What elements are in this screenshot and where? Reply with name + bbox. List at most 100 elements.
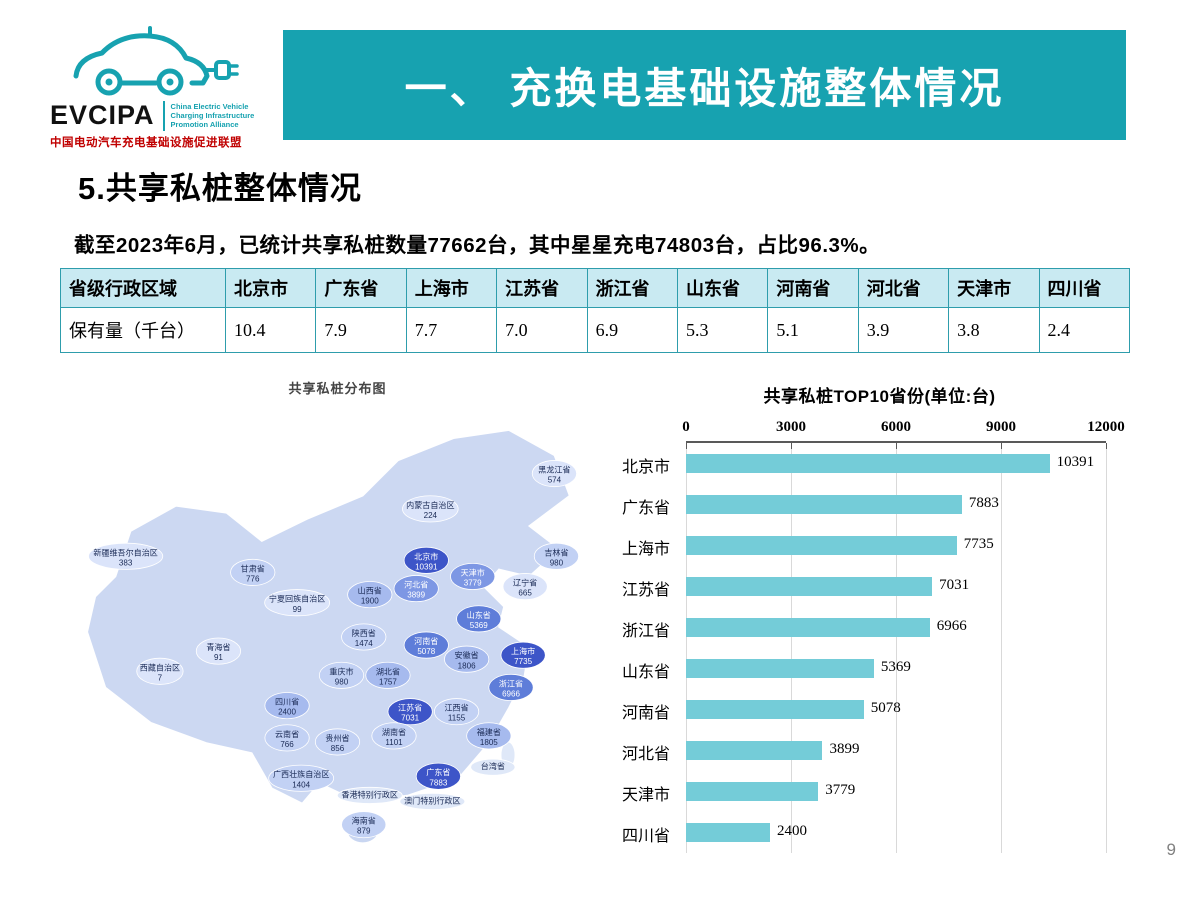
chart-axis-line — [686, 441, 1106, 443]
svg-text:安徽省: 安徽省 — [455, 650, 479, 660]
bar-row: 天津市 3779 — [622, 771, 1106, 812]
bar-value-label: 7031 — [939, 577, 970, 593]
chart-plot-area: 北京市 10391 广东省 7883 上海市 7735 江苏省 7031 浙江省 6966 山东省 5… — [622, 443, 1107, 853]
svg-text:665: 665 — [518, 589, 532, 598]
svg-text:内蒙古自治区: 内蒙古自治区 — [406, 500, 454, 510]
gridline — [1001, 443, 1002, 853]
svg-text:91: 91 — [214, 653, 223, 662]
section-heading: 5.共享私桩整体情况 — [78, 171, 362, 206]
map-province-label: 天津市 3779 — [450, 562, 496, 590]
bar — [686, 618, 930, 637]
map-province-label: 澳门特别行政区 — [399, 792, 466, 810]
bar-row: 山东省 5369 — [622, 648, 1106, 689]
table-row-label: 保有量（千台） — [60, 307, 226, 353]
map-province-label: 浙江省 6966 — [488, 673, 534, 701]
svg-text:1805: 1805 — [480, 738, 498, 747]
map-province-label: 甘肃省 776 — [230, 558, 276, 586]
map-title: 共享私桩分布图 — [288, 381, 387, 396]
table-header-cell: 浙江省 — [586, 268, 678, 308]
logo-divider — [162, 100, 165, 131]
svg-text:宁夏回族自治区: 宁夏回族自治区 — [269, 594, 325, 604]
svg-text:湖北省: 湖北省 — [376, 666, 400, 676]
bar-category-label: 广东省 — [622, 500, 671, 517]
bar-category-label: 河北省 — [622, 746, 671, 763]
svg-text:224: 224 — [424, 511, 438, 520]
table-header-row: 省级行政区域 北京市 广东省 上海市 江苏省 浙江省 山东省 河南省 河北省 天津市 四川省 — [60, 268, 1131, 308]
table-header-cell: 广东省 — [315, 268, 407, 308]
svg-text:856: 856 — [331, 744, 345, 753]
svg-text:1757: 1757 — [379, 677, 397, 686]
chart-title: 共享私桩TOP10省份(单位:台) — [763, 387, 996, 406]
svg-text:1900: 1900 — [361, 597, 379, 606]
bar-row: 河北省 3899 — [622, 730, 1106, 771]
bar — [686, 823, 770, 842]
svg-text:1101: 1101 — [385, 738, 403, 747]
svg-text:980: 980 — [335, 677, 349, 686]
table-header-cell: 江苏省 — [496, 268, 588, 308]
svg-text:3779: 3779 — [464, 579, 482, 588]
svg-text:天津市: 天津市 — [461, 567, 485, 577]
map-province-label: 香港特别行政区 — [336, 786, 403, 804]
svg-text:5369: 5369 — [470, 621, 488, 630]
svg-text:湖南省: 湖南省 — [382, 727, 406, 737]
bar-row: 江苏省 7031 — [622, 566, 1106, 607]
map-panel: 共享私桩分布图 黑龙江省 574 内蒙古自治区 224 吉林省 980 新疆维吾尔自治区 38… — [55, 378, 620, 883]
svg-text:99: 99 — [293, 605, 302, 614]
svg-text:西藏自治区: 西藏自治区 — [140, 662, 180, 672]
svg-text:四川省: 四川省 — [275, 697, 299, 707]
bar-value-label: 6966 — [936, 618, 967, 634]
svg-text:766: 766 — [280, 740, 294, 749]
table-header-cell: 省级行政区域 — [60, 268, 226, 308]
svg-text:福建省: 福建省 — [477, 727, 501, 737]
svg-text:山西省: 山西省 — [358, 586, 382, 596]
bar-row: 河南省 5078 — [622, 689, 1106, 730]
svg-text:河南省: 河南省 — [414, 636, 438, 646]
table-header-cell: 河南省 — [767, 268, 859, 308]
banner-title: 一、 充换电基础设施整体情况 — [404, 64, 1005, 112]
bar — [686, 577, 933, 596]
bar — [686, 536, 957, 555]
bar — [686, 700, 864, 719]
bar — [686, 495, 962, 514]
bar-category-label: 北京市 — [622, 459, 671, 476]
bar-row: 四川省 2400 — [622, 812, 1106, 853]
svg-text:7883: 7883 — [429, 778, 447, 787]
svg-text:澳门特别行政区: 澳门特别行政区 — [404, 795, 460, 805]
bar-category-label: 浙江省 — [622, 623, 671, 640]
svg-text:1474: 1474 — [355, 639, 373, 648]
page-number: 9 — [1166, 840, 1176, 859]
axis-tickmark — [791, 443, 792, 449]
bar-category-label: 上海市 — [622, 541, 671, 558]
bar-value-label: 7883 — [968, 495, 999, 511]
bar-category-label: 江苏省 — [622, 582, 671, 599]
logo-subtitle-cn: 中国电动汽车充电基础设施促进联盟 — [50, 137, 242, 149]
axis-tickmark — [686, 443, 687, 449]
table-header-cell: 四川省 — [1038, 268, 1131, 308]
svg-text:重庆市: 重庆市 — [329, 666, 353, 676]
bar-value-label: 7735 — [963, 536, 994, 552]
china-map-svg: 黑龙江省574内蒙古自治区224吉林省980新疆维吾尔自治区383甘肃省776北… — [86, 429, 580, 844]
svg-text:江西省: 江西省 — [444, 703, 468, 713]
bar-value-label: 5078 — [870, 700, 901, 716]
table-header-cell: 天津市 — [948, 268, 1040, 308]
holdings-table: 省级行政区域 北京市 广东省 上海市 江苏省 浙江省 山东省 河南省 河北省 天津市 四川省 保有量… — [60, 268, 1131, 353]
bar — [686, 782, 819, 801]
svg-text:879: 879 — [357, 827, 371, 836]
axis-tickmark — [1106, 443, 1107, 449]
svg-text:上海市: 上海市 — [511, 646, 535, 656]
svg-text:7031: 7031 — [401, 714, 419, 723]
logo-acronym: EVCIPA — [50, 100, 155, 130]
table-data-row: 保有量（千台） 10.4 7.9 7.7 7.0 6.9 5.3 5.1 3.9 3.8 2.4 — [60, 307, 1131, 353]
svg-text:3899: 3899 — [407, 591, 425, 600]
svg-text:云南省: 云南省 — [275, 729, 299, 739]
svg-text:广东省: 广东省 — [426, 767, 450, 777]
